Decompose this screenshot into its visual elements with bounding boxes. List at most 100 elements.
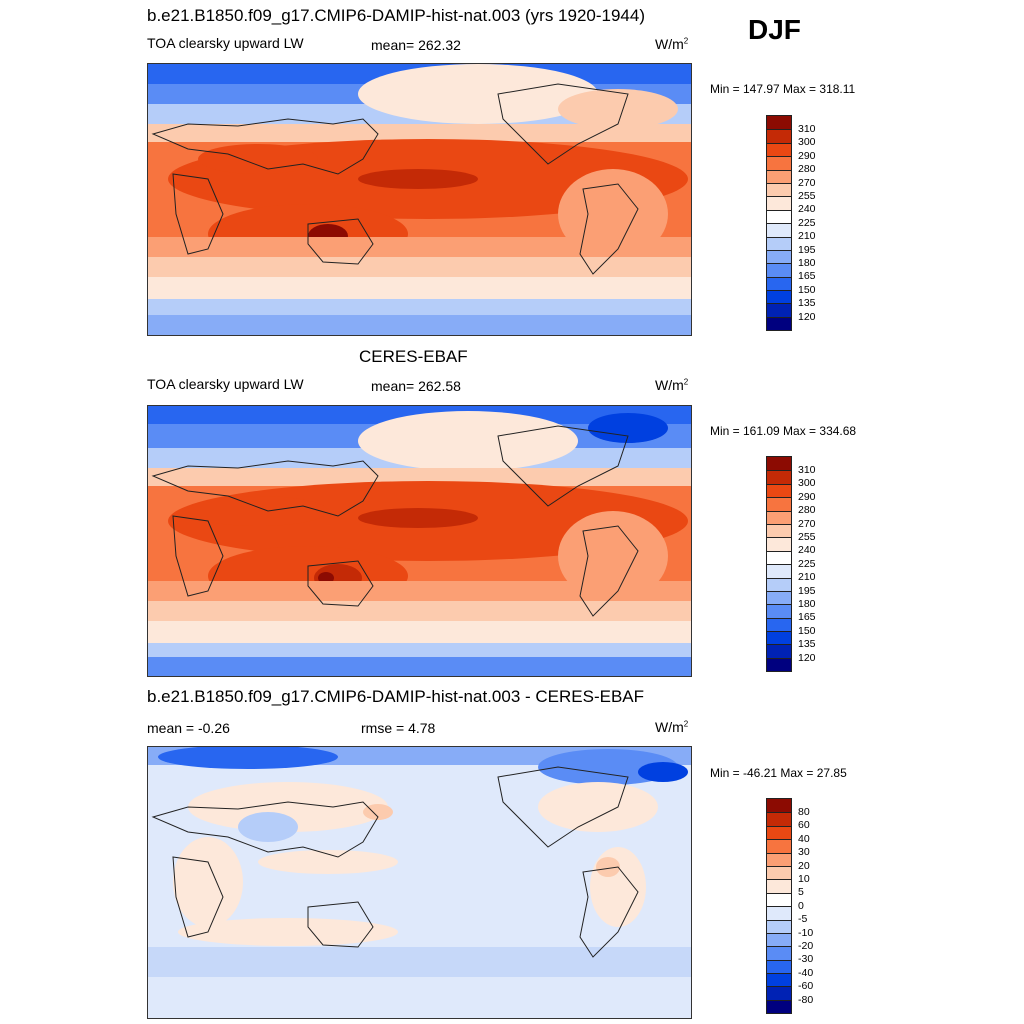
panel3-cbar-label: -5 [798, 913, 808, 926]
panel2-cbar-label: 165 [798, 611, 816, 624]
panel2-mean: mean= 262.58 [371, 378, 461, 394]
panel2-colorbar-swatch [767, 523, 791, 538]
panel2-colorbar-swatch [767, 590, 791, 605]
panel2-cbar-label: 195 [798, 584, 816, 597]
panel1-cbar-label: 165 [798, 270, 816, 283]
panel1-colorbar-swatch [767, 116, 791, 130]
panel2-colorbar-swatch [767, 470, 791, 484]
panel3-cbar-label: -60 [798, 980, 814, 993]
panel2-minmax: Min = 161.09 Max = 334.68 [710, 424, 857, 438]
panel1-cbar-label: 270 [798, 176, 816, 189]
panel1-cbar-label: 180 [798, 257, 816, 269]
panel2-cbar-label: 150 [798, 624, 816, 637]
panel2-cbar-label: 255 [798, 531, 816, 543]
panel3-colorbar-swatch [767, 919, 791, 933]
panel1-colorbar-swatch [767, 276, 791, 291]
panel1-variable: TOA clearsky upward LW [147, 35, 304, 51]
panel3-colorbar-swatch [767, 906, 791, 920]
panel2-colorbar-swatch [767, 537, 791, 551]
panel3-title: b.e21.B1850.f09_g17.CMIP6-DAMIP-hist-nat… [147, 687, 645, 706]
panel2-cbar-label: 180 [798, 598, 816, 610]
panel2-cbar-label: 280 [798, 504, 816, 517]
panel2-colorbar-swatch [767, 510, 791, 524]
panel1-map-field [148, 64, 691, 335]
panel2-cbar-label: 120 [798, 651, 816, 664]
panel2-colorbar-swatch [767, 604, 791, 618]
panel3-cbar-label: -30 [798, 953, 814, 966]
panel1-cbar-label: 290 [798, 149, 816, 162]
panel3-colorbar-swatch [767, 839, 791, 853]
panel3-colorbar-swatch [767, 973, 791, 987]
panel1-colorbar [766, 115, 792, 332]
panel1-colorbar-swatch [767, 249, 791, 264]
panel2-cbar-label: 225 [798, 557, 816, 570]
panel2-variable: TOA clearsky upward LW [147, 376, 304, 392]
season-label: DJF [748, 14, 801, 45]
panel1-colorbar-swatch [767, 263, 791, 277]
panel2-cbar-label: 300 [798, 477, 816, 490]
panel2-colorbar-swatch [767, 550, 791, 565]
panel3-colorbar-swatch [767, 865, 791, 880]
panel1-units: W/m2 [655, 36, 689, 52]
panel3-cbar-label: 60 [798, 819, 810, 832]
panel2-cbar-label: 290 [798, 490, 816, 503]
panel1-map [147, 63, 692, 336]
panel2-map-field [148, 406, 691, 676]
panel1-cbar-label: 210 [798, 230, 816, 243]
panel1-cbar-label: 150 [798, 283, 816, 296]
panel3-cbar-label: 80 [798, 806, 810, 818]
panel2-cbar-label: 270 [798, 517, 816, 530]
panel1-cbar-label: 300 [798, 136, 816, 149]
panel1-colorbar-swatch [767, 196, 791, 210]
panel1-cbar-label: 195 [798, 243, 816, 256]
panel2-cbar-label: 210 [798, 571, 816, 584]
panel3-units: W/m2 [655, 719, 689, 735]
panel3-cbar-label: 0 [798, 899, 804, 912]
panel2-colorbar-swatch [767, 564, 791, 578]
panel1-colorbar-swatch [767, 290, 791, 304]
panel3-map-field [148, 747, 691, 1018]
panel1-minmax: Min = 147.97 Max = 318.11 [710, 82, 856, 96]
panel3-colorbar-swatch [767, 946, 791, 960]
panel1-cbar-label: 310 [798, 123, 816, 135]
panel2-cbar-label: 240 [798, 544, 816, 557]
panel3-colorbar-swatch [767, 959, 791, 974]
panel3-cbar-label: 5 [798, 886, 804, 899]
panel3-cbar-label: 10 [798, 873, 810, 885]
panel3-cbar-label: -10 [798, 926, 814, 939]
panel1-cbar-label: 280 [798, 163, 816, 176]
panel1-colorbar-swatch [767, 169, 791, 183]
panel2-colorbar-swatch [767, 617, 791, 632]
panel2-colorbar [766, 456, 792, 673]
panel1-cbar-label: 240 [798, 203, 816, 216]
panel1-colorbar-swatch [767, 236, 791, 250]
panel3-cbar-label: -40 [798, 966, 814, 979]
panel1-cbar-label: 120 [798, 310, 816, 323]
panel1-colorbar-swatch [767, 142, 791, 157]
panel2-colorbar-swatch [767, 457, 791, 471]
panel1-title: b.e21.B1850.f09_g17.CMIP6-DAMIP-hist-nat… [147, 6, 645, 25]
panel1-colorbar-swatch [767, 182, 791, 197]
panel1-cbar-label: 225 [798, 216, 816, 229]
panel1-colorbar-swatch [767, 223, 791, 237]
panel2-units: W/m2 [655, 377, 689, 393]
panel3-cbar-label: 40 [798, 832, 810, 845]
panel1-colorbar-swatch [767, 156, 791, 170]
panel2-cbar-label: 310 [798, 464, 816, 476]
panel2-colorbar-swatch [767, 644, 791, 658]
panel1-colorbar-swatch [767, 129, 791, 143]
panel2-map [147, 405, 692, 677]
panel3-colorbar-swatch [767, 825, 791, 840]
panel3-cbar-label: 30 [798, 846, 810, 859]
panel3-minmax: Min = -46.21 Max = 27.85 [710, 766, 847, 780]
panel3-colorbar-swatch [767, 852, 791, 866]
panel3-cbar-label: 20 [798, 859, 810, 872]
panel3-colorbar-swatch [767, 892, 791, 907]
panel3-colorbar-swatch [767, 879, 791, 893]
panel2-colorbar-swatch [767, 657, 791, 672]
panel2-colorbar-swatch [767, 497, 791, 511]
panel1-colorbar-swatch [767, 303, 791, 317]
panel3-rmse: rmse = 4.78 [361, 720, 436, 736]
panel3-colorbar-swatch [767, 999, 791, 1014]
panel2-colorbar-swatch [767, 631, 791, 645]
